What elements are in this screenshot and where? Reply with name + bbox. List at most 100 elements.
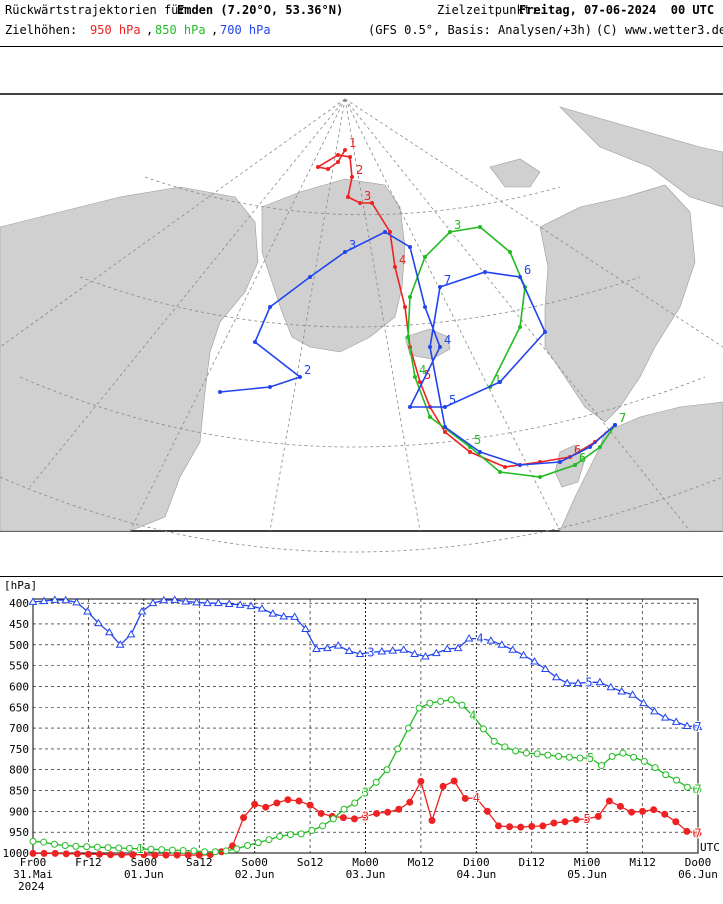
traj-850-point: [428, 415, 432, 419]
series-point: [565, 753, 573, 761]
traj-950-point: [403, 305, 407, 309]
series-point: [168, 846, 176, 854]
traj-700-point: [298, 375, 302, 379]
series-point: [350, 815, 358, 823]
target-value: Freitag, 07-06-2024 00 UTC: [519, 3, 715, 17]
traj-850-point: [408, 295, 412, 299]
series-point: [246, 601, 256, 610]
series-point: [597, 762, 605, 770]
series-point: [40, 849, 48, 857]
y-tick-label: 450: [9, 618, 29, 631]
series-point: [693, 722, 703, 730]
y-tick-label: 750: [9, 743, 29, 756]
series-point: [28, 597, 38, 605]
x-tick-date: 31.Mai: [13, 868, 53, 881]
series-point: [373, 809, 381, 817]
series-point: [126, 629, 136, 638]
traj-700-point: [613, 423, 617, 427]
series-point: [84, 850, 92, 858]
day-mark-label: 4: [476, 632, 483, 646]
series-point: [179, 847, 187, 855]
series-point: [195, 851, 203, 859]
series-point: [93, 843, 101, 851]
series-point: [671, 717, 681, 725]
day-mark-label: 6: [692, 783, 699, 797]
series-point: [129, 851, 137, 859]
traj-700-point: [438, 345, 442, 349]
series-point: [672, 818, 680, 826]
level-sep-2: ,: [211, 23, 219, 37]
series-point: [442, 644, 452, 652]
day-mark-label: 5: [584, 812, 591, 826]
map-day-mark: 3: [454, 218, 461, 232]
series-point: [595, 677, 605, 686]
x-tick-date: 05.Jun: [567, 868, 607, 881]
series-point: [251, 800, 259, 808]
traj-850-point: [478, 225, 482, 229]
greenland-land: [261, 178, 406, 353]
series-point: [297, 830, 305, 838]
series-point: [450, 777, 458, 785]
svalbard-land: [489, 158, 541, 188]
traj-700-point: [483, 270, 487, 274]
series-point: [431, 648, 441, 657]
traj-950-point: [503, 465, 507, 469]
series-point: [469, 712, 477, 720]
series-point: [541, 664, 550, 672]
traj-850-point: [538, 475, 542, 479]
series-point: [572, 816, 580, 824]
series-point: [104, 844, 112, 852]
series-point: [617, 686, 627, 695]
series-point: [447, 696, 455, 704]
level-700: 700 hPa: [220, 23, 271, 37]
series-point: [355, 649, 365, 657]
traj-950-point: [358, 201, 362, 205]
traj-850-point: [598, 445, 602, 449]
x-tick-date: 01.Jun: [124, 868, 164, 881]
day-mark-label: 6: [692, 826, 699, 840]
series-point: [83, 606, 92, 615]
y-tick-label: 700: [9, 722, 29, 735]
x-tick-label: So00: [241, 856, 268, 869]
series-point: [184, 851, 192, 859]
series-point: [404, 724, 412, 732]
series-point: [192, 597, 201, 606]
series-point: [587, 754, 595, 762]
traj-950-point: [316, 165, 320, 169]
map-graticule: [0, 98, 723, 553]
map-day-mark: 3: [349, 238, 356, 252]
series-point: [83, 843, 91, 851]
traj-700-point: [408, 405, 412, 409]
map-day-mark: 4: [419, 363, 426, 377]
traj-850-point: [423, 255, 427, 259]
series-point: [362, 789, 369, 797]
day-mark-label: 5: [587, 751, 594, 765]
traj-700-point: [478, 450, 482, 454]
series-point: [301, 624, 310, 632]
map-day-mark: 5: [424, 368, 431, 382]
series-point: [362, 812, 369, 820]
traj-700-point: [423, 305, 427, 309]
y-tick-label: 500: [9, 639, 29, 652]
traj-950-point: [370, 201, 374, 205]
series-point: [29, 837, 37, 845]
day-mark-label: 1: [137, 842, 144, 856]
series-point: [551, 672, 561, 681]
series-point: [322, 643, 332, 652]
series-point: [415, 704, 423, 712]
y-tick-label: 1000: [3, 847, 30, 860]
series-point: [50, 840, 58, 848]
y-tick-label: 600: [9, 680, 29, 693]
traj-700-point: [383, 230, 387, 234]
series-point: [619, 749, 627, 757]
traj-850-point: [406, 335, 410, 339]
iceland-land: [404, 328, 451, 360]
map-day-mark: 5: [449, 393, 456, 407]
traj-850-point: [413, 375, 417, 379]
traj-850-point: [518, 325, 522, 329]
series-point: [550, 819, 558, 827]
series-point: [490, 737, 498, 745]
series-point: [181, 597, 190, 605]
traj-700-point: [253, 340, 257, 344]
